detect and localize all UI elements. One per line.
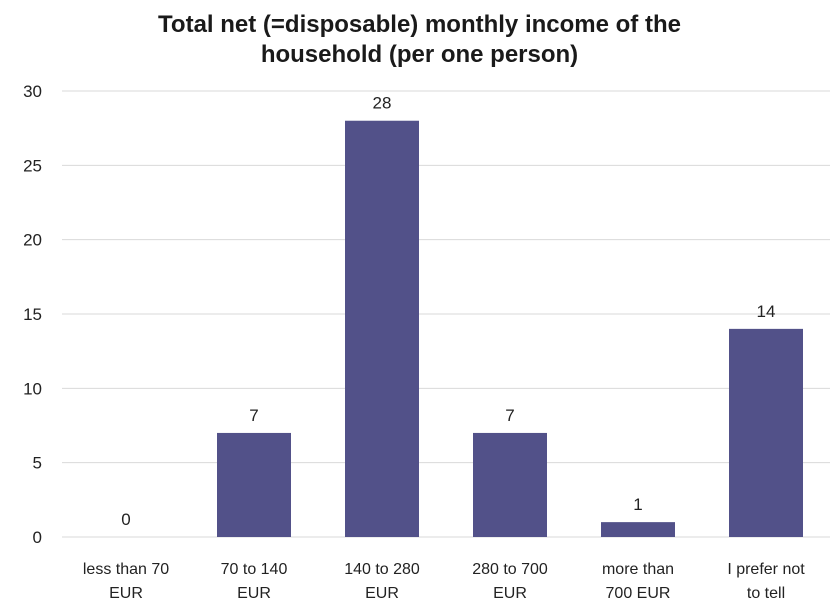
data-label: 7 [505,406,514,425]
bar [473,432,547,537]
data-label: 0 [121,510,130,529]
data-label: 14 [757,302,776,321]
y-tick-label: 10 [23,379,42,398]
x-tick-label: EUR [365,585,399,602]
bar [729,328,803,537]
bar [217,432,291,537]
y-axis-tick-labels: 0 5 10 15 20 25 30 [23,82,42,547]
gridlines [62,90,830,538]
x-tick-label: EUR [109,585,143,602]
bar [601,522,675,537]
x-tick-label: EUR [493,585,527,602]
y-tick-label: 0 [33,528,42,547]
x-tick-label: 700 EUR [606,585,671,602]
x-tick-label: I prefer not [727,561,805,578]
y-tick-label: 5 [33,454,42,473]
x-tick-label: 140 to 280 [344,561,420,578]
bars [217,120,803,537]
data-label: 28 [373,94,392,113]
data-label: 1 [633,495,642,514]
bar [345,120,419,537]
x-tick-label: less than 70 [83,561,169,578]
data-labels: 0 7 28 7 1 14 [121,94,775,529]
x-tick-label: more than [602,561,674,578]
y-tick-label: 25 [23,156,42,175]
chart-title-line-2: household (per one person) [260,41,579,68]
x-axis-category-labels: less than 70 EUR 70 to 140 EUR 140 to 280 EUR… [83,561,805,602]
y-tick-label: 30 [23,82,42,101]
y-tick-label: 20 [23,231,42,250]
x-tick-label: 70 to 140 [221,561,288,578]
y-tick-label: 15 [23,305,42,324]
chart-title: Total net (=disposable) monthly income o… [0,10,839,70]
chart-title-line-1: Total net (=disposable) monthly income o… [158,11,681,38]
x-tick-label: 280 to 700 [472,561,548,578]
x-tick-label: to tell [747,585,785,602]
data-label: 7 [249,406,258,425]
x-tick-label: EUR [237,585,271,602]
